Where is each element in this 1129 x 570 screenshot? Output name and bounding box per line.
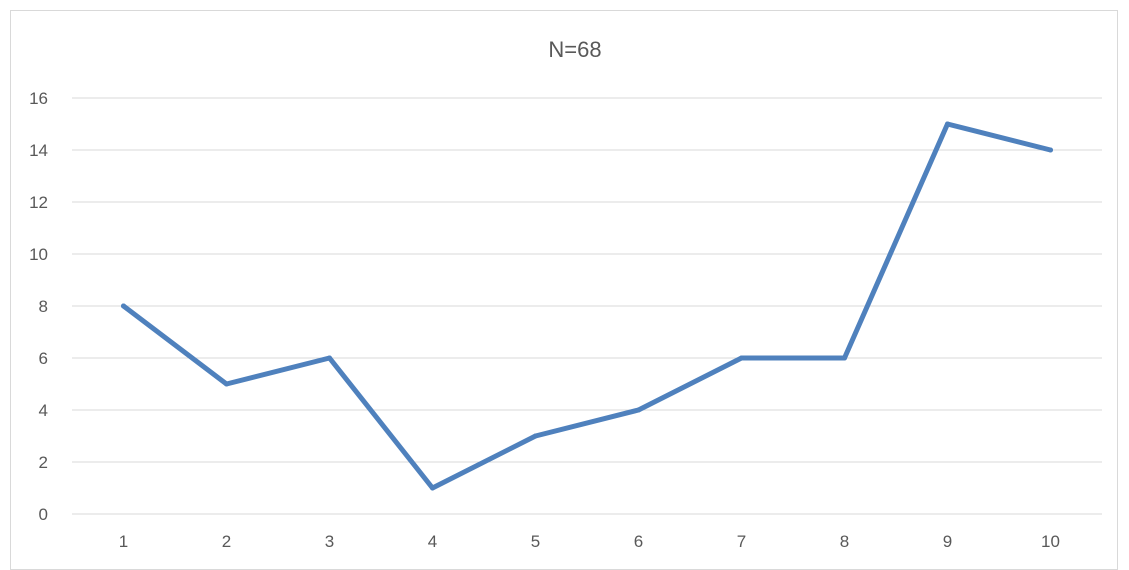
y-tick-label: 0 [39, 505, 48, 524]
x-tick-label: 7 [737, 532, 746, 551]
y-tick-label: 4 [39, 401, 48, 420]
series-layer [121, 121, 1053, 491]
x-tick-label: 10 [1041, 532, 1060, 551]
x-axis-tick-labels: 1 2 3 4 5 6 7 8 9 10 [119, 532, 1060, 551]
data-point [1048, 147, 1053, 153]
x-tick-label: 5 [531, 532, 540, 551]
data-point [430, 485, 435, 491]
gridlines [72, 97, 1102, 515]
x-tick-label: 8 [840, 532, 849, 551]
chart-title: N=68 [548, 37, 601, 62]
data-point [327, 355, 332, 361]
x-tick-label: 2 [222, 532, 231, 551]
x-tick-label: 1 [119, 532, 128, 551]
data-point [636, 407, 641, 413]
x-tick-label: 6 [634, 532, 643, 551]
data-point [739, 355, 744, 361]
data-point [224, 381, 229, 387]
y-tick-label: 10 [29, 245, 48, 264]
x-tick-label: 9 [943, 532, 952, 551]
y-axis-tick-labels: 0 2 4 6 8 10 12 14 16 [29, 89, 48, 524]
chart-frame [10, 10, 1118, 570]
series-line-0 [121, 121, 1053, 491]
data-point [533, 433, 538, 439]
data-point [121, 303, 126, 309]
y-tick-label: 12 [29, 193, 48, 212]
data-point [842, 355, 847, 361]
y-tick-label: 6 [39, 349, 48, 368]
y-tick-label: 2 [39, 453, 48, 472]
x-tick-label: 4 [428, 532, 437, 551]
y-tick-label: 14 [29, 141, 48, 160]
y-tick-label: 16 [29, 89, 48, 108]
x-tick-label: 3 [325, 532, 334, 551]
data-point [945, 121, 950, 127]
y-tick-label: 8 [39, 297, 48, 316]
